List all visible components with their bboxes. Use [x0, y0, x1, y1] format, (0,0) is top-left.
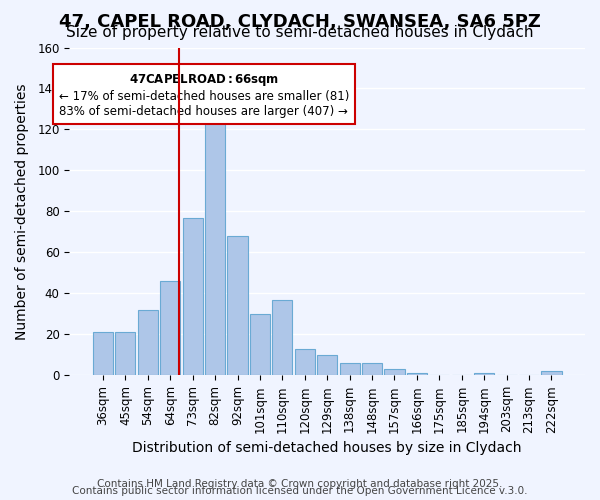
Bar: [115, 332, 136, 376]
Bar: [317, 355, 337, 376]
Text: 47, CAPEL ROAD, CLYDACH, SWANSEA, SA6 5PZ: 47, CAPEL ROAD, CLYDACH, SWANSEA, SA6 5P…: [59, 12, 541, 30]
Text: Contains HM Land Registry data © Crown copyright and database right 2025.: Contains HM Land Registry data © Crown c…: [97, 479, 503, 489]
Bar: [474, 374, 494, 376]
Bar: [407, 374, 427, 376]
Text: Contains public sector information licensed under the Open Government Licence v.: Contains public sector information licen…: [72, 486, 528, 496]
Bar: [250, 314, 270, 376]
Bar: [227, 236, 248, 376]
Bar: [295, 348, 315, 376]
Bar: [160, 281, 181, 376]
Bar: [272, 300, 292, 376]
Bar: [541, 371, 562, 376]
Bar: [362, 363, 382, 376]
Y-axis label: Number of semi-detached properties: Number of semi-detached properties: [15, 83, 29, 340]
Bar: [205, 122, 225, 376]
Bar: [182, 218, 203, 376]
X-axis label: Distribution of semi-detached houses by size in Clydach: Distribution of semi-detached houses by …: [133, 441, 522, 455]
Bar: [138, 310, 158, 376]
Bar: [385, 369, 404, 376]
Text: $\bf{47 CAPEL ROAD: 66sqm}$
← 17% of semi-detached houses are smaller (81)
83% o: $\bf{47 CAPEL ROAD: 66sqm}$ ← 17% of sem…: [59, 72, 349, 118]
Bar: [93, 332, 113, 376]
Bar: [340, 363, 360, 376]
Text: Size of property relative to semi-detached houses in Clydach: Size of property relative to semi-detach…: [66, 25, 534, 40]
